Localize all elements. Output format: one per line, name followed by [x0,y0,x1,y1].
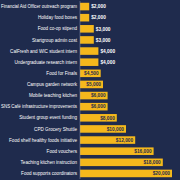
category-label: Food for Finals [46,71,77,76]
category-label: Food shelf healthy foods initiative [9,138,77,143]
category-label: SNS Café infrastructure improvements [1,104,78,109]
category-label: Holiday food boxes [38,15,78,20]
category-label: Food co-op stipend [38,26,78,31]
value-label: $10,000 [107,127,125,132]
value-label: $6,000 [91,93,106,98]
value-label: $5,000 [86,82,101,87]
bar [80,147,154,155]
bars [80,3,172,177]
value-label: $8,000 [100,116,115,121]
category-label: Undergraduate research intern [14,60,77,65]
axis-line [80,1,81,179]
value-label: $2,000 [91,15,106,20]
value-label: $12,000 [116,138,134,143]
category-label: Financial Aid Officer outreach program [1,4,77,9]
value-label: $4,500 [84,71,99,76]
value-label: $18,000 [143,160,161,165]
value-label: $3,000 [96,38,111,43]
bar [80,114,117,122]
bar [80,3,89,11]
bar [80,92,108,100]
category-label: Food supports coordinators [21,171,78,176]
bar [80,36,94,44]
category-label: Teaching kitchen instruction [21,160,78,165]
bar [80,47,98,55]
bar [80,170,172,178]
bar [80,136,135,144]
bar [80,25,94,33]
value-label: $3,000 [96,27,111,32]
bar [80,103,108,111]
bar [80,125,126,133]
category-label: Food vouchers [47,149,78,154]
category-label: Startgroup admin cost [32,38,78,43]
bar [80,81,103,89]
category-label: Campus garden network [27,82,78,87]
bar [80,70,101,78]
value-label: $2,000 [91,4,106,9]
bar [80,159,163,167]
value-label: $4,000 [100,49,115,54]
value-label: $6,000 [91,104,106,109]
category-label: CPD Grocery Shuttle [34,127,77,132]
background [0,0,180,180]
bar [80,58,98,66]
chart: Financial Aid Officer outreach program $2… [0,0,180,180]
bar [80,14,89,22]
value-label: $16,000 [134,149,152,154]
category-label: Mobile teaching kitchen [29,93,77,98]
value-label: $4,000 [100,60,115,65]
category-label: Student group event funding [19,115,77,120]
value-label: $20,000 [153,171,171,176]
category-label: CalFresh and WIC student intern [10,49,77,54]
